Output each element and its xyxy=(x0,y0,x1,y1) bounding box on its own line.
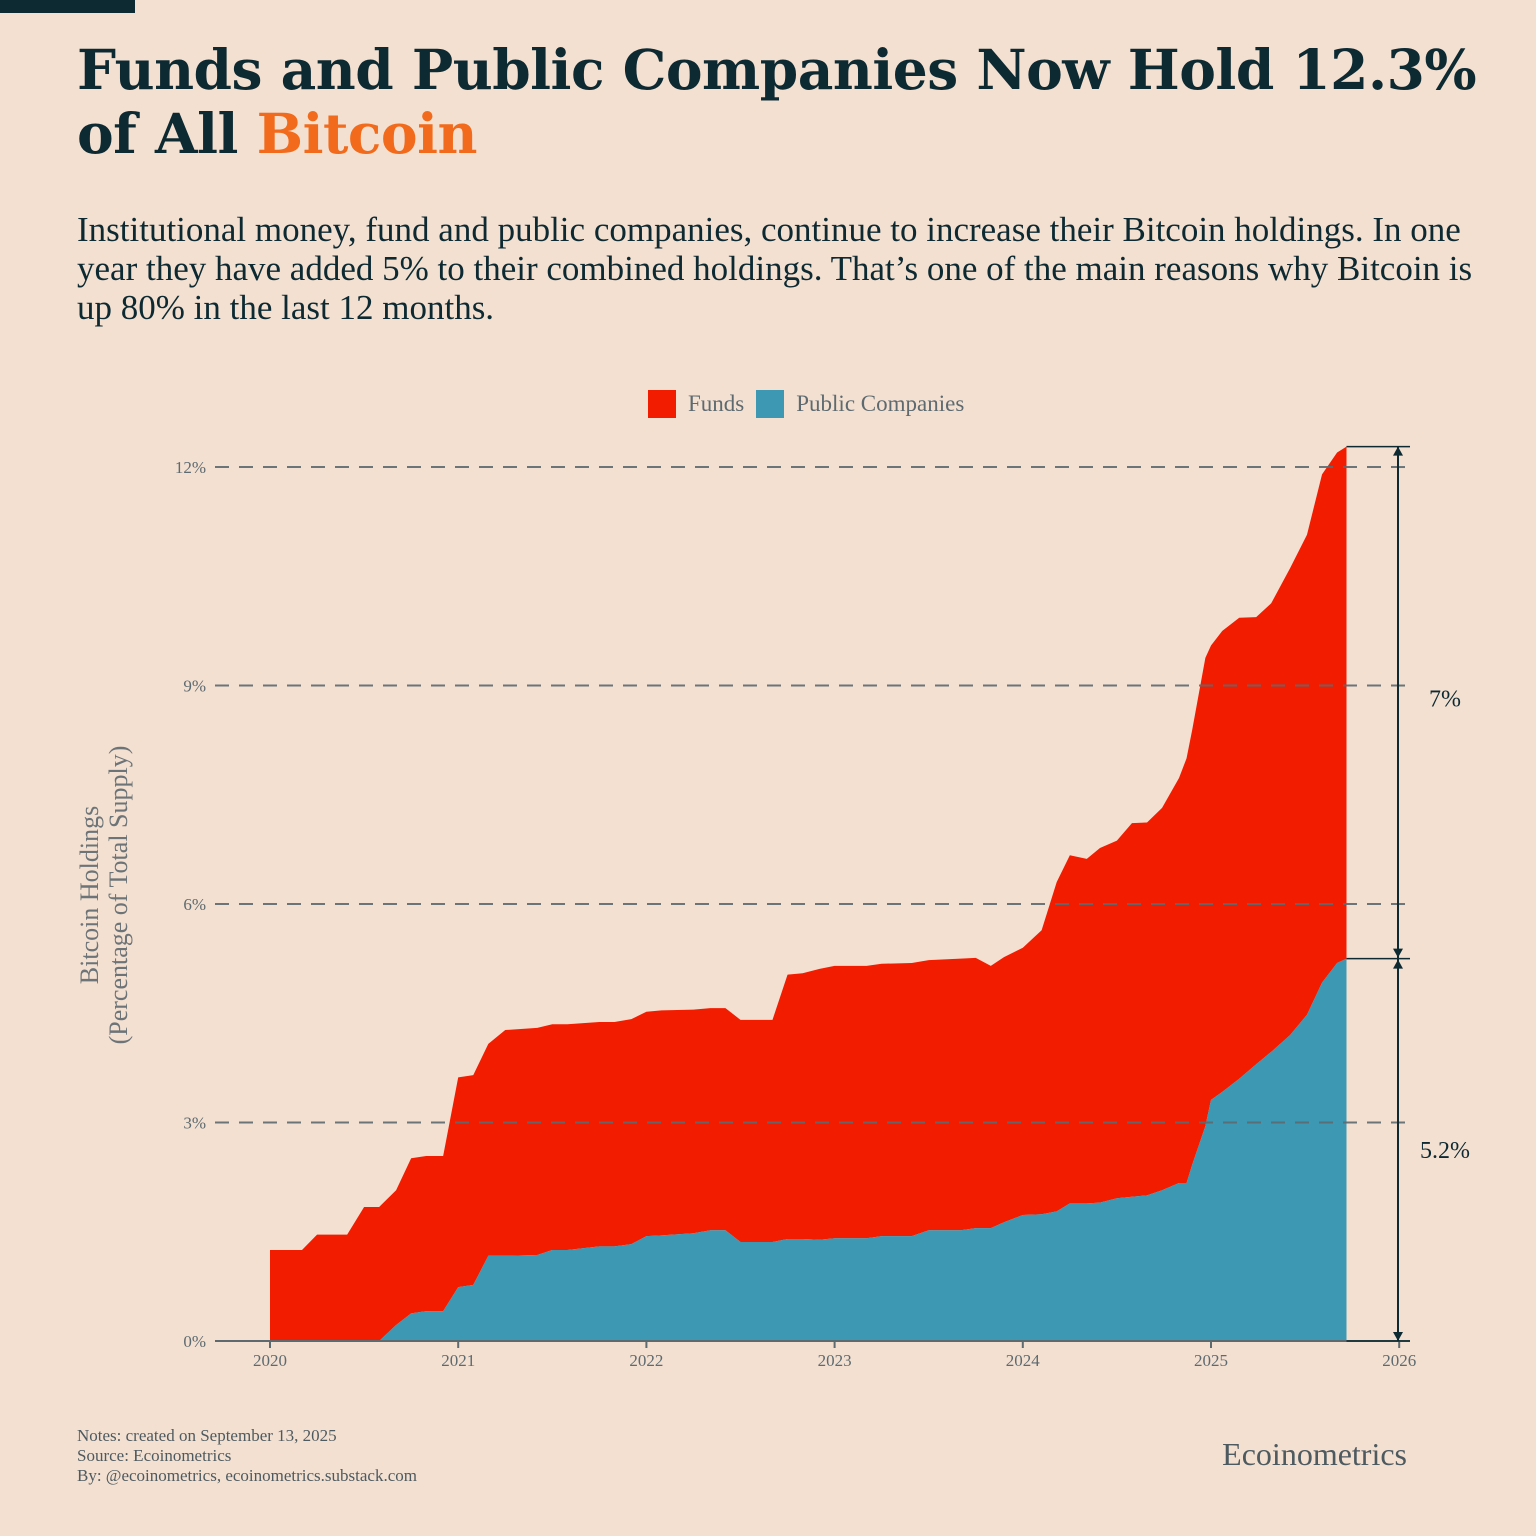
y-tick-label: 3% xyxy=(183,1114,206,1133)
y-tick-label: 12% xyxy=(175,458,206,477)
y-tick-label: 6% xyxy=(183,895,206,914)
brand-name: Ecoinometrics xyxy=(1222,1436,1407,1472)
by-line: By: @ecoinometrics, ecoinometrics.substa… xyxy=(77,1466,417,1485)
legend-label-funds: Funds xyxy=(688,391,745,416)
page-title: Funds and Public Companies Now Hold 12.3… xyxy=(77,38,1497,166)
area-funds xyxy=(270,446,1347,1342)
legend-swatch-funds xyxy=(648,390,676,418)
legend-item-companies: Public Companies xyxy=(756,390,964,418)
title-main: Funds and Public Companies Now Hold 12.3… xyxy=(77,37,1477,166)
arrow-down-icon xyxy=(1393,948,1403,958)
x-tick-label: 2025 xyxy=(1194,1351,1228,1370)
footer-notes: Notes: created on September 13, 2025 Sou… xyxy=(77,1426,417,1486)
x-tick-label: 2024 xyxy=(1006,1351,1041,1370)
arrow-up-icon xyxy=(1393,446,1403,456)
x-tick-label: 2021 xyxy=(441,1351,475,1370)
x-tick-label: 2026 xyxy=(1382,1351,1416,1370)
brand-bar xyxy=(0,0,135,13)
area-public-companies xyxy=(270,958,1347,1341)
annotation-companies: 5.2% xyxy=(1420,1138,1470,1164)
source-line: Source: Ecoinometrics xyxy=(77,1446,232,1465)
notes-line: Notes: created on September 13, 2025 xyxy=(77,1426,337,1445)
legend: Funds Public Companies xyxy=(648,390,976,418)
y-tick-label: 0% xyxy=(183,1332,206,1351)
x-tick-label: 2023 xyxy=(818,1351,852,1370)
x-tick-label: 2022 xyxy=(629,1351,663,1370)
y-tick-label: 9% xyxy=(183,677,206,696)
legend-swatch-companies xyxy=(756,390,785,418)
annotation-funds: 7% xyxy=(1429,687,1461,713)
legend-label-companies: Public Companies xyxy=(796,391,965,416)
legend-item-funds: Funds xyxy=(648,390,744,418)
x-tick-label: 2020 xyxy=(253,1351,287,1370)
arrow-up-icon xyxy=(1393,959,1403,969)
title-accent: Bitcoin xyxy=(256,101,478,166)
subtitle: Institutional money, fund and public com… xyxy=(77,210,1473,327)
arrow-down-icon xyxy=(1393,1332,1403,1341)
